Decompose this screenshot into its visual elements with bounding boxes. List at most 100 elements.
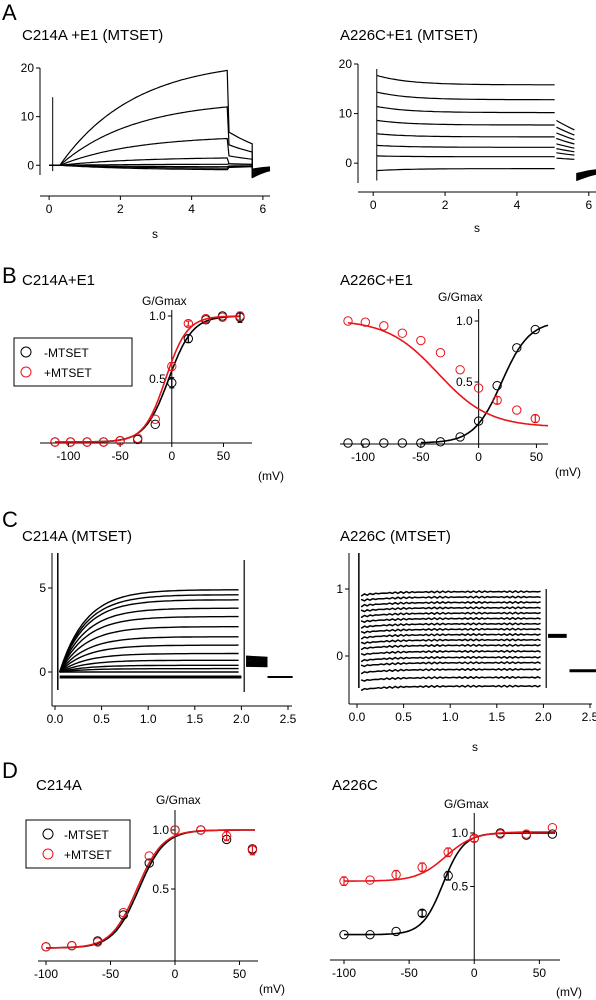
d-left-minus-point-3 (118, 910, 129, 920)
a-left-trace-2 (49, 137, 271, 173)
d-left-plus-point-1 (67, 940, 77, 951)
b-right-minus-point-8 (492, 380, 502, 391)
b-left-minus-point-7 (167, 378, 177, 388)
xlabel-d-left: (mV) (259, 982, 285, 996)
d-left-plus-point-7 (221, 831, 232, 841)
a-right-trace-2 (376, 105, 596, 180)
legend-b: -MTSET +MTSET (13, 337, 133, 387)
legend-b-plus-marker (20, 366, 32, 378)
b-right-x-ticklabel-2: 0 (475, 450, 482, 464)
panel-letter-b: B (2, 263, 17, 288)
panel-letter-c: C (2, 507, 18, 532)
b-right-fit-minus (420, 324, 549, 444)
c-right-trace-8 (360, 633, 541, 640)
c-right-trace-9 (360, 638, 541, 645)
b-left-minus-point-6 (150, 419, 160, 430)
a-right-x-ticklabel-0: 0 (370, 198, 377, 212)
d-right-plus-point-0 (339, 876, 349, 886)
c-right-x-ticklabel-4: 2.0 (535, 710, 552, 724)
a-left-x-ticklabel-0: 0 (46, 202, 53, 216)
d-left-plus-point-8 (247, 845, 258, 855)
b-right-fit-plus (347, 322, 548, 427)
c-right-trace-2 (360, 600, 541, 608)
title-a-right: A226C+E1 (MTSET) (340, 27, 478, 44)
a-right-x-ticklabel-3: 6 (585, 198, 592, 212)
a-left-trace-3 (49, 157, 271, 174)
xlabel-a-right: s (474, 221, 480, 235)
title-c-right: A226C (MTSET) (340, 528, 451, 545)
d-left-y-ticklabel-1: 1.0 (152, 823, 169, 837)
a-right-trace-6 (376, 152, 596, 176)
b-left-plus-point-9 (201, 313, 211, 324)
d-left-minus-point-4 (144, 858, 154, 868)
a-right-trace-0 (376, 74, 596, 182)
b-right-minus-point-4 (416, 438, 426, 448)
b-left-plus-point-5 (132, 433, 143, 443)
a-left-x-ticklabel-3: 6 (260, 202, 267, 216)
c-left-y-ticklabel-0: 0 (39, 665, 46, 679)
d-right-x-ticklabel-2: 0 (471, 966, 478, 980)
d-right-plus-point-3 (417, 862, 427, 872)
d-right-x-ticklabel-0: -100 (332, 966, 356, 980)
b-left-plus-point-11 (235, 311, 245, 321)
c-left-trace-7 (59, 644, 268, 673)
legend-d-minus-label: -MTSET (64, 828, 109, 842)
b-right-minus-point-6 (455, 432, 465, 442)
c-right-x-ticklabel-1: 0.5 (395, 710, 412, 724)
c-right-trace-10 (360, 643, 541, 651)
title-d-right: A226C (332, 777, 378, 794)
d-left-x-ticklabel-1: -50 (102, 967, 120, 981)
b-left-minus-point-8 (183, 333, 194, 344)
xlabel-b-left: (mV) (258, 469, 284, 483)
b-left-x-ticklabel-2: 0 (168, 449, 175, 463)
b-right-x-ticklabel-1: -50 (412, 450, 430, 464)
b-right-minus-point-1 (360, 438, 371, 448)
b-right-plus-point-10 (530, 413, 540, 424)
b-left-plus-point-6 (150, 414, 160, 425)
b-right-plus-point-6 (455, 365, 465, 375)
c-left-x-ticklabel-3: 1.5 (186, 712, 203, 726)
xlabel-c-right: s (472, 740, 478, 754)
b-left-plus-point-1 (65, 437, 76, 447)
c-right-trace-12 (360, 655, 541, 663)
d-right-minus-point-1 (365, 929, 375, 940)
c-right-x-ticklabel-2: 1.0 (442, 710, 459, 724)
legend-d-plus-marker (42, 848, 54, 860)
b-right-plus-point-0 (343, 316, 353, 326)
d-right-plus-point-4 (443, 847, 453, 857)
c-right-y-ticklabel-1: 1 (336, 582, 343, 596)
b-left-plus-point-7 (167, 361, 177, 372)
d-right-minus-point-3 (417, 908, 427, 918)
c-left-trace-2 (59, 599, 268, 673)
c-left-trace-3 (59, 607, 268, 673)
b-right-y-ticklabel-1: 1.0 (456, 314, 473, 328)
d-right-minus-point-2 (391, 926, 401, 937)
d-left-plus-point-5 (170, 825, 180, 835)
xlabel-b-right: (mV) (555, 465, 581, 479)
a-right-trace-1 (376, 91, 596, 181)
d-right-x-ticklabel-1: -50 (400, 966, 418, 980)
title-a-left: C214A +E1 (MTSET) (22, 27, 163, 44)
c-right-x-ticklabel-0: 0.0 (349, 710, 366, 724)
legend-b-plus-label: +MTSET (44, 366, 92, 380)
a-right-y-ticklabel-2: 20 (339, 57, 353, 71)
b-right-plus-point-9 (512, 405, 522, 415)
ylabel-d-left: G/Gmax (156, 793, 201, 807)
b-right-minus-point-10 (530, 324, 540, 335)
b-right-minus-point-5 (435, 437, 446, 447)
panel-letter-a: A (2, 0, 17, 25)
d-right-x-ticklabel-3: 50 (533, 966, 547, 980)
d-right-minus-point-4 (443, 871, 453, 881)
d-right-plus-point-6 (495, 829, 505, 839)
b-right-plus-point-1 (360, 317, 371, 327)
c-right-trace-3 (360, 606, 541, 613)
d-right-plus-point-5 (469, 833, 479, 844)
b-right-plus-point-4 (416, 335, 426, 346)
a-left-trace-1 (49, 106, 271, 171)
d-right-minus-point-0 (339, 929, 349, 940)
a-left-x-ticklabel-2: 4 (188, 202, 195, 216)
d-right-y-ticklabel-1: 1.0 (452, 826, 469, 840)
d-left-x-ticklabel-0: -100 (34, 967, 58, 981)
b-right-y-ticklabel-0: 0.5 (456, 375, 473, 389)
legend-b-minus-marker (20, 346, 32, 358)
